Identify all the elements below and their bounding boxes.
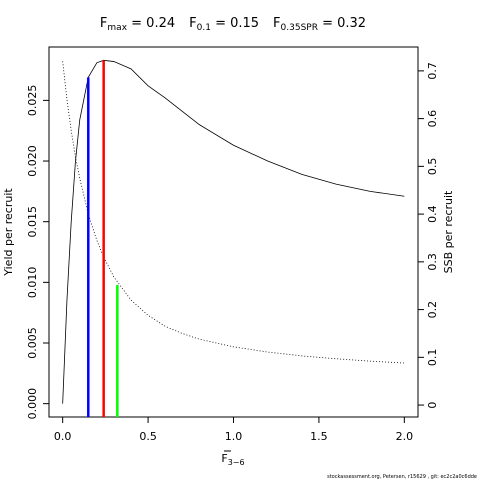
y-tick-label: 0.000: [26, 388, 39, 420]
footer: stockassessment.org, Petersen, r15629 , …: [327, 474, 477, 480]
y-tick-label: 0.020: [26, 145, 39, 177]
x-tick-label: 1.0: [225, 430, 243, 443]
x-tick-label: 2.0: [396, 430, 414, 443]
title-symbol: F: [189, 16, 196, 31]
y2-tick-label: 0.3: [426, 253, 439, 271]
y2-tick-label: 0.4: [426, 205, 439, 223]
y-tick-label: 0.010: [26, 267, 39, 299]
y2-tick-label: 0: [426, 402, 439, 409]
title-value: = 0.24: [127, 16, 175, 31]
x-axis-label: F3−6: [221, 452, 244, 467]
x-tick-label: 1.5: [310, 430, 328, 443]
x-label-subscript: 3−6: [228, 458, 245, 467]
x-label-symbol: F: [221, 452, 227, 465]
title-subscript: max: [107, 23, 127, 33]
y-tick-label: 0.005: [26, 327, 39, 359]
y2-tick-label: 0.6: [426, 110, 439, 128]
title-symbol: F: [100, 16, 107, 31]
y2-tick-label: 0.1: [426, 349, 439, 367]
y2-tick-label: 0.5: [426, 158, 439, 176]
y-tick-label: 0.025: [26, 85, 39, 117]
title-symbol: F: [273, 16, 280, 31]
title-value: = 0.32: [318, 16, 366, 31]
x-tick-label: 0.0: [54, 430, 72, 443]
y2-axis-label: SSB per recruit: [442, 190, 455, 273]
chart-title: Fmax = 0.24 F0.1 = 0.15 F0.35SPR = 0.32: [100, 16, 366, 33]
title-subscript: 0.1: [197, 23, 211, 33]
curve: [62, 61, 405, 364]
y-tick-label: 0.015: [26, 206, 39, 238]
y-axis-label: Yield per recruit: [2, 188, 15, 277]
title-value: = 0.15: [211, 16, 259, 31]
y2-tick-label: 0.7: [426, 62, 439, 80]
curve: [62, 59, 405, 404]
title-subscript: 0.35SPR: [281, 23, 318, 33]
x-tick-label: 0.5: [139, 430, 157, 443]
y2-tick-label: 0.2: [426, 301, 439, 319]
